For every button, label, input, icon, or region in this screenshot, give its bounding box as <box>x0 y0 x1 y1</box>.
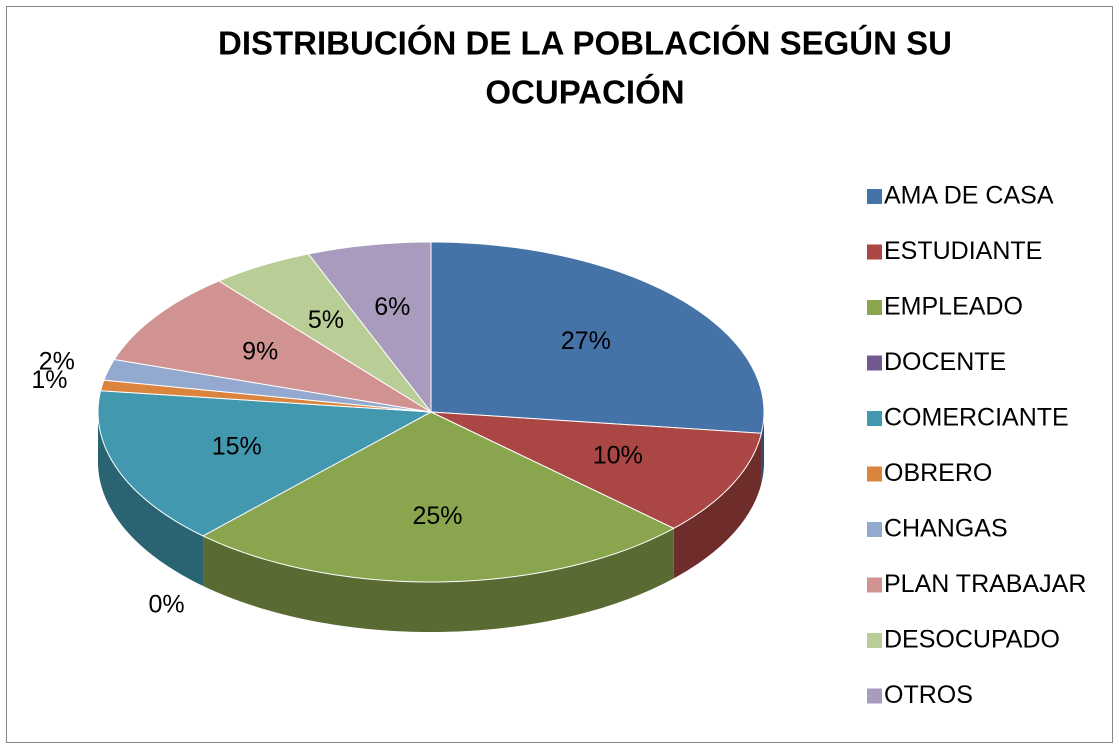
data-label: 1% <box>31 366 67 394</box>
legend-swatch <box>867 522 882 537</box>
legend-label: OBRERO <box>884 459 992 487</box>
data-label: 25% <box>412 502 462 530</box>
legend-swatch <box>867 300 882 315</box>
legend-swatch <box>867 411 882 426</box>
slice <box>217 253 432 413</box>
slice-side-shade <box>761 412 764 484</box>
legend-swatch <box>867 355 882 371</box>
legend-swatch <box>867 189 882 204</box>
data-label: 2% <box>39 348 75 376</box>
data-label: 9% <box>242 337 278 365</box>
legend-label: DOCENTE <box>884 348 1006 376</box>
slice <box>430 241 765 434</box>
slice <box>307 241 432 414</box>
legend-label: DESOCUPADO <box>884 626 1060 654</box>
slice-side <box>203 528 674 632</box>
legend-label: COMERCIANTE <box>884 404 1069 432</box>
slice-side <box>98 412 204 586</box>
slice <box>201 411 675 583</box>
legend-swatch <box>867 244 882 260</box>
data-labels: 27% 10% 25% 0% 15% 1%2% 9% 5% 6% <box>31 293 642 618</box>
legend-swatch <box>867 688 882 704</box>
data-label: 27% <box>561 327 611 355</box>
data-label: 10% <box>593 441 643 469</box>
legend-label: EMPLEADO <box>884 293 1023 321</box>
slice <box>113 280 432 413</box>
legend-label: ESTUDIANTE <box>884 237 1042 265</box>
pie-tops <box>97 241 765 583</box>
data-label: 0% <box>149 590 185 618</box>
data-label: 15% <box>212 432 262 460</box>
pie-sides <box>98 412 764 632</box>
chart-title: OCUPACIÓN <box>485 74 684 111</box>
legend: AMA DE CASA ESTUDIANTE EMPLEADO DOCENTE COME… <box>867 182 1086 709</box>
legend-swatch <box>867 466 882 482</box>
legend-label: OTROS <box>884 681 973 709</box>
slice-side-shade <box>203 528 674 632</box>
slice-side <box>761 412 764 484</box>
legend-swatch <box>867 577 882 593</box>
slice <box>430 411 763 529</box>
slice-side-shade <box>673 433 762 579</box>
slice <box>97 390 433 537</box>
data-label: 5% <box>308 306 344 334</box>
data-label: 6% <box>374 293 410 321</box>
legend-label: PLAN TRABAJAR <box>884 570 1086 598</box>
slice-side <box>673 433 762 579</box>
chart-title: DISTRIBUCIÓN DE LA POBLACIÓN SEGÚN SU <box>218 25 952 62</box>
slice-side-shade <box>98 412 204 586</box>
legend-label: AMA DE CASA <box>884 182 1054 210</box>
legend-label: CHANGAS <box>884 515 1008 543</box>
legend-swatch <box>867 633 882 648</box>
